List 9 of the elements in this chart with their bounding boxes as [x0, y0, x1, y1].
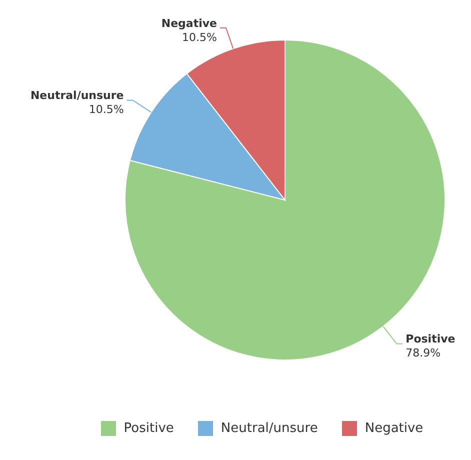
slice-label: Negative: [161, 16, 217, 30]
data-label: 10.5%: [88, 103, 124, 116]
data-label: 10.5%: [182, 30, 217, 44]
data-label: 78.9%: [406, 346, 441, 360]
slice-label: Neutral/unsure: [30, 89, 124, 102]
legend-label: Positive: [124, 421, 174, 436]
legend-label: Neutral/unsure: [220, 421, 318, 436]
legend-label: Negative: [364, 421, 424, 436]
slice-label: Positive: [406, 332, 456, 346]
